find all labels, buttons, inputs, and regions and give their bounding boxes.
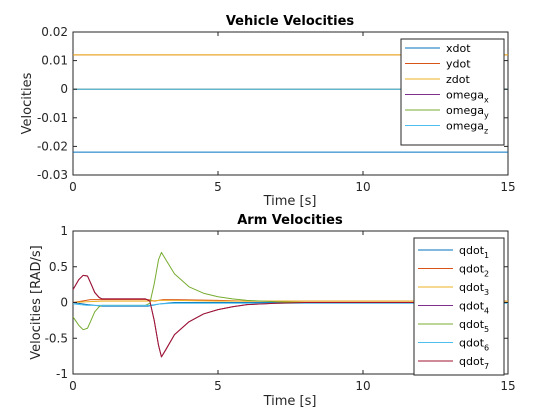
y-tick-label: 1 [60, 224, 68, 238]
x-tick-label: 5 [214, 180, 222, 194]
x-axis-label: Time [s] [263, 394, 317, 409]
y-tick-label: 0 [60, 296, 68, 310]
legend-label-subscript: 7 [484, 362, 489, 371]
legend-label-subscript: 3 [484, 288, 489, 297]
legend-label-subscript: 1 [484, 251, 489, 260]
y-axis-label: Velocities [20, 72, 35, 134]
x-tick-label: 15 [500, 379, 515, 393]
y-tick-label: -1 [56, 367, 68, 381]
legend-label: qdot5 [459, 318, 489, 334]
x-tick-label: 0 [69, 379, 77, 393]
x-axis-label: Time [s] [263, 194, 317, 209]
y-tick-label: 0 [60, 82, 68, 96]
legend-label-subscript: 6 [484, 344, 489, 353]
y-tick-label: -0.03 [37, 168, 68, 182]
legend: qdot1 qdot2 qdot3 qdot4 qdot5 qdot6 qdot7 [413, 237, 505, 376]
arm-velocities-chart: 0 5 10 15-1-0.500.51 qdot1qdot2qdot3qdot4qd… [29, 213, 516, 409]
legend-label: omegax [446, 89, 489, 105]
x-tick-label: 0 [69, 180, 77, 194]
legend-label: qdot1 [459, 244, 489, 260]
legend-label-subscript: 5 [484, 325, 489, 334]
x-tick-label: 15 [500, 180, 515, 194]
series-line-qdot-3 [73, 299, 508, 303]
legend-label-subscript: z [484, 127, 488, 136]
legend-label-subscript: 2 [484, 270, 489, 279]
chart-title: Arm Velocities [237, 213, 343, 228]
vehicle-velocities-chart: 0 5 10 15 -0.03 -0.02 -0.01 0 0.01 0.02 xdot ydot z… [20, 14, 516, 209]
series-line-qdot-5 [73, 251, 508, 331]
legend-label: qdot3 [459, 281, 489, 297]
legend-label-subscript: 4 [484, 307, 489, 316]
ticks-layer: 0 5 10 15 -0.03 -0.02 -0.01 0 0.01 0.02 [37, 25, 516, 194]
legend-label: omegay [446, 104, 489, 120]
y-tick-label: 0.01 [41, 54, 68, 68]
legend-label: qdot4 [459, 300, 489, 316]
legend-box [413, 237, 505, 376]
legend-label: zdot [446, 73, 470, 86]
series-line-qdot-6 [73, 302, 508, 306]
legend-box [400, 38, 505, 146]
legend-label: ydot [446, 58, 471, 71]
legend-label: qdot2 [459, 263, 489, 279]
legend-label: omegaz [446, 120, 488, 136]
x-tick-label: 10 [355, 379, 370, 393]
series-layer [73, 251, 508, 358]
y-tick-label: -0.01 [37, 111, 68, 125]
series-line-qdot-2 [73, 299, 508, 303]
series-line-qdot-7 [73, 274, 508, 358]
legend-label: qdot7 [459, 355, 489, 371]
x-tick-label: 10 [355, 180, 370, 194]
legend-label: xdot [446, 42, 471, 55]
y-tick-label: 0.5 [49, 260, 68, 274]
y-tick-label: -0.02 [37, 139, 68, 153]
legend-label-subscript: y [484, 111, 489, 120]
ticks-layer: 0 5 10 15-1-0.500.51 [45, 224, 516, 393]
y-tick-label: -0.5 [45, 331, 68, 345]
legend-label-subscript: x [484, 96, 489, 105]
chart-title: Vehicle Velocities [226, 14, 355, 29]
legend-label: qdot6 [459, 337, 489, 353]
y-axis-label: Velocities [RAD/s] [29, 245, 44, 360]
x-tick-label: 5 [214, 379, 222, 393]
y-tick-label: 0.02 [41, 25, 68, 39]
